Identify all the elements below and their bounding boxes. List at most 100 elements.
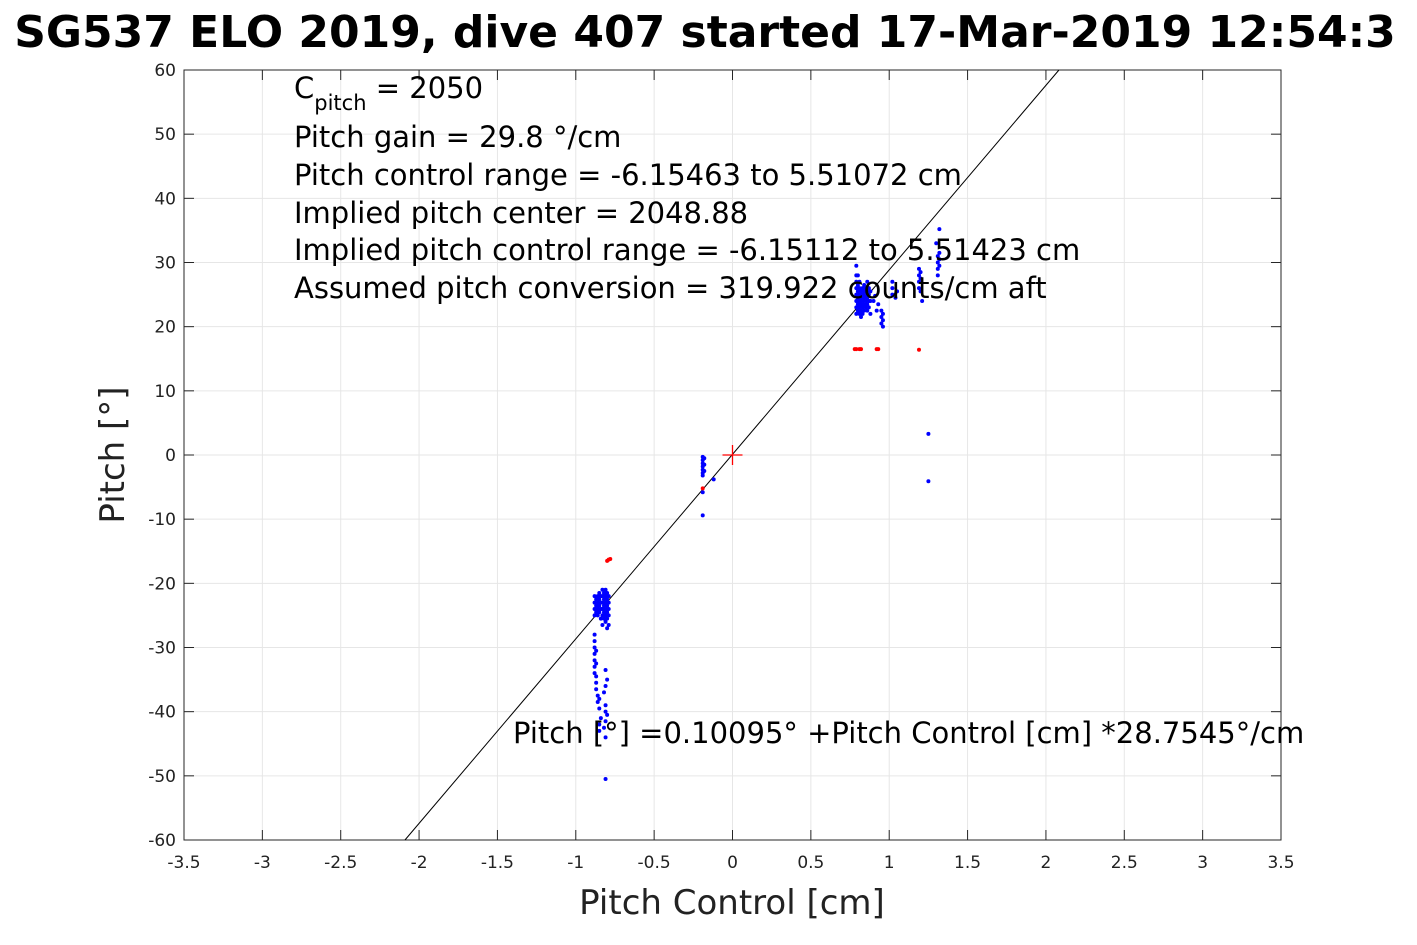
y-axis-label: Pitch [°] [93, 386, 133, 523]
data-point [879, 321, 884, 326]
data-point [595, 607, 600, 611]
data-point [862, 302, 867, 307]
grid [183, 69, 1282, 841]
x-tick-label: 3.5 [1267, 853, 1294, 873]
data-point [608, 556, 613, 561]
data-point [880, 318, 885, 323]
data-point [855, 302, 860, 307]
x-axis-ticks: -3.5 -3 -2.5 -2 -1.5 -1 -0.5 0 0.5 1 1.5 2 2.5 3 3.5 [167, 70, 1295, 873]
data-point [862, 282, 867, 287]
data-point [592, 600, 597, 605]
data-point [865, 308, 870, 313]
data-point [601, 610, 606, 615]
data-point [592, 651, 597, 656]
data-point [605, 677, 610, 682]
data-point [879, 308, 884, 313]
data-point [605, 610, 610, 615]
y-tick-label: -50 [148, 767, 176, 787]
data-point [603, 613, 608, 618]
data-point [600, 594, 605, 599]
x-axis-label: Pitch Control [cm] [579, 883, 885, 923]
data-point [859, 295, 864, 300]
data-point [926, 431, 931, 436]
y-axis-ticks: 60 50 40 30 20 10 0 -10 -20 -30 -40 -50 -60 [148, 61, 1281, 851]
chart-title: SG537 ELO 2019, dive 407 started 17-Mar-… [14, 7, 1396, 58]
data-point [592, 658, 597, 663]
data-point [916, 273, 921, 278]
data-point [598, 616, 603, 621]
data-point [594, 597, 599, 602]
x-tick-label: -2.5 [324, 853, 357, 873]
data-point [702, 469, 707, 474]
annotation-line-5: Assumed pitch conversion = 319.922 count… [294, 271, 1047, 305]
data-point [920, 299, 925, 303]
data-point [592, 671, 597, 676]
y-tick-label: 0 [165, 446, 176, 466]
data-point [700, 513, 705, 518]
data-point [594, 680, 599, 685]
data-point [605, 626, 610, 631]
data-point [879, 315, 884, 320]
data-point [859, 347, 864, 352]
data-point [916, 347, 921, 352]
data-point [863, 286, 868, 291]
y-tick-label: 50 [154, 125, 176, 145]
center-marker-layer [722, 445, 743, 465]
data-point [592, 607, 597, 611]
data-point [595, 594, 600, 599]
annotation-line-3: Implied pitch center = 2048.88 [294, 196, 748, 230]
data-point [606, 623, 611, 628]
data-point [702, 462, 707, 467]
data-point [603, 600, 608, 605]
data-point [860, 299, 865, 303]
x-tick-label: 2.5 [1111, 853, 1138, 873]
data-point [860, 311, 865, 316]
data-point [890, 292, 895, 297]
data-point [594, 648, 599, 653]
data-point [866, 305, 871, 310]
data-point [863, 299, 868, 303]
cpitch-value: = 2050 [367, 71, 484, 105]
data-point [711, 477, 716, 482]
y-tick-label: 30 [154, 254, 176, 274]
data-point [594, 674, 599, 679]
data-point [854, 311, 859, 316]
data-point [857, 299, 862, 303]
data-point [893, 295, 898, 300]
data-point [601, 590, 606, 595]
y-tick-label: -30 [148, 639, 176, 659]
data-point [895, 289, 900, 294]
data-point [916, 279, 921, 284]
data-point [855, 282, 860, 287]
data-point [854, 286, 859, 291]
data-point [865, 295, 870, 300]
data-point [605, 712, 610, 717]
data-point [854, 347, 859, 352]
data-point [597, 696, 602, 701]
data-point [605, 597, 610, 602]
data-point [935, 260, 940, 265]
data-point [918, 276, 923, 281]
data-point [868, 311, 873, 316]
x-tick-label: 0 [727, 853, 738, 873]
data-point [600, 623, 605, 628]
annotation-line-4: Implied pitch control range = -6.15112 t… [294, 233, 1080, 267]
x-tick-label: 0.5 [797, 853, 824, 873]
data-point [866, 286, 871, 291]
data-point [595, 693, 600, 698]
data-point [592, 613, 597, 618]
data-point [603, 703, 608, 708]
data-point [871, 299, 876, 303]
data-point [857, 305, 862, 310]
data-point [876, 302, 881, 307]
data-point [592, 632, 597, 637]
data-point [594, 603, 599, 608]
data-point [937, 227, 942, 232]
data-point [865, 279, 870, 284]
data-point [595, 613, 600, 618]
y-tick-label: 10 [154, 382, 176, 402]
data-point [918, 270, 923, 275]
data-point [862, 308, 867, 313]
data-point [890, 279, 895, 284]
